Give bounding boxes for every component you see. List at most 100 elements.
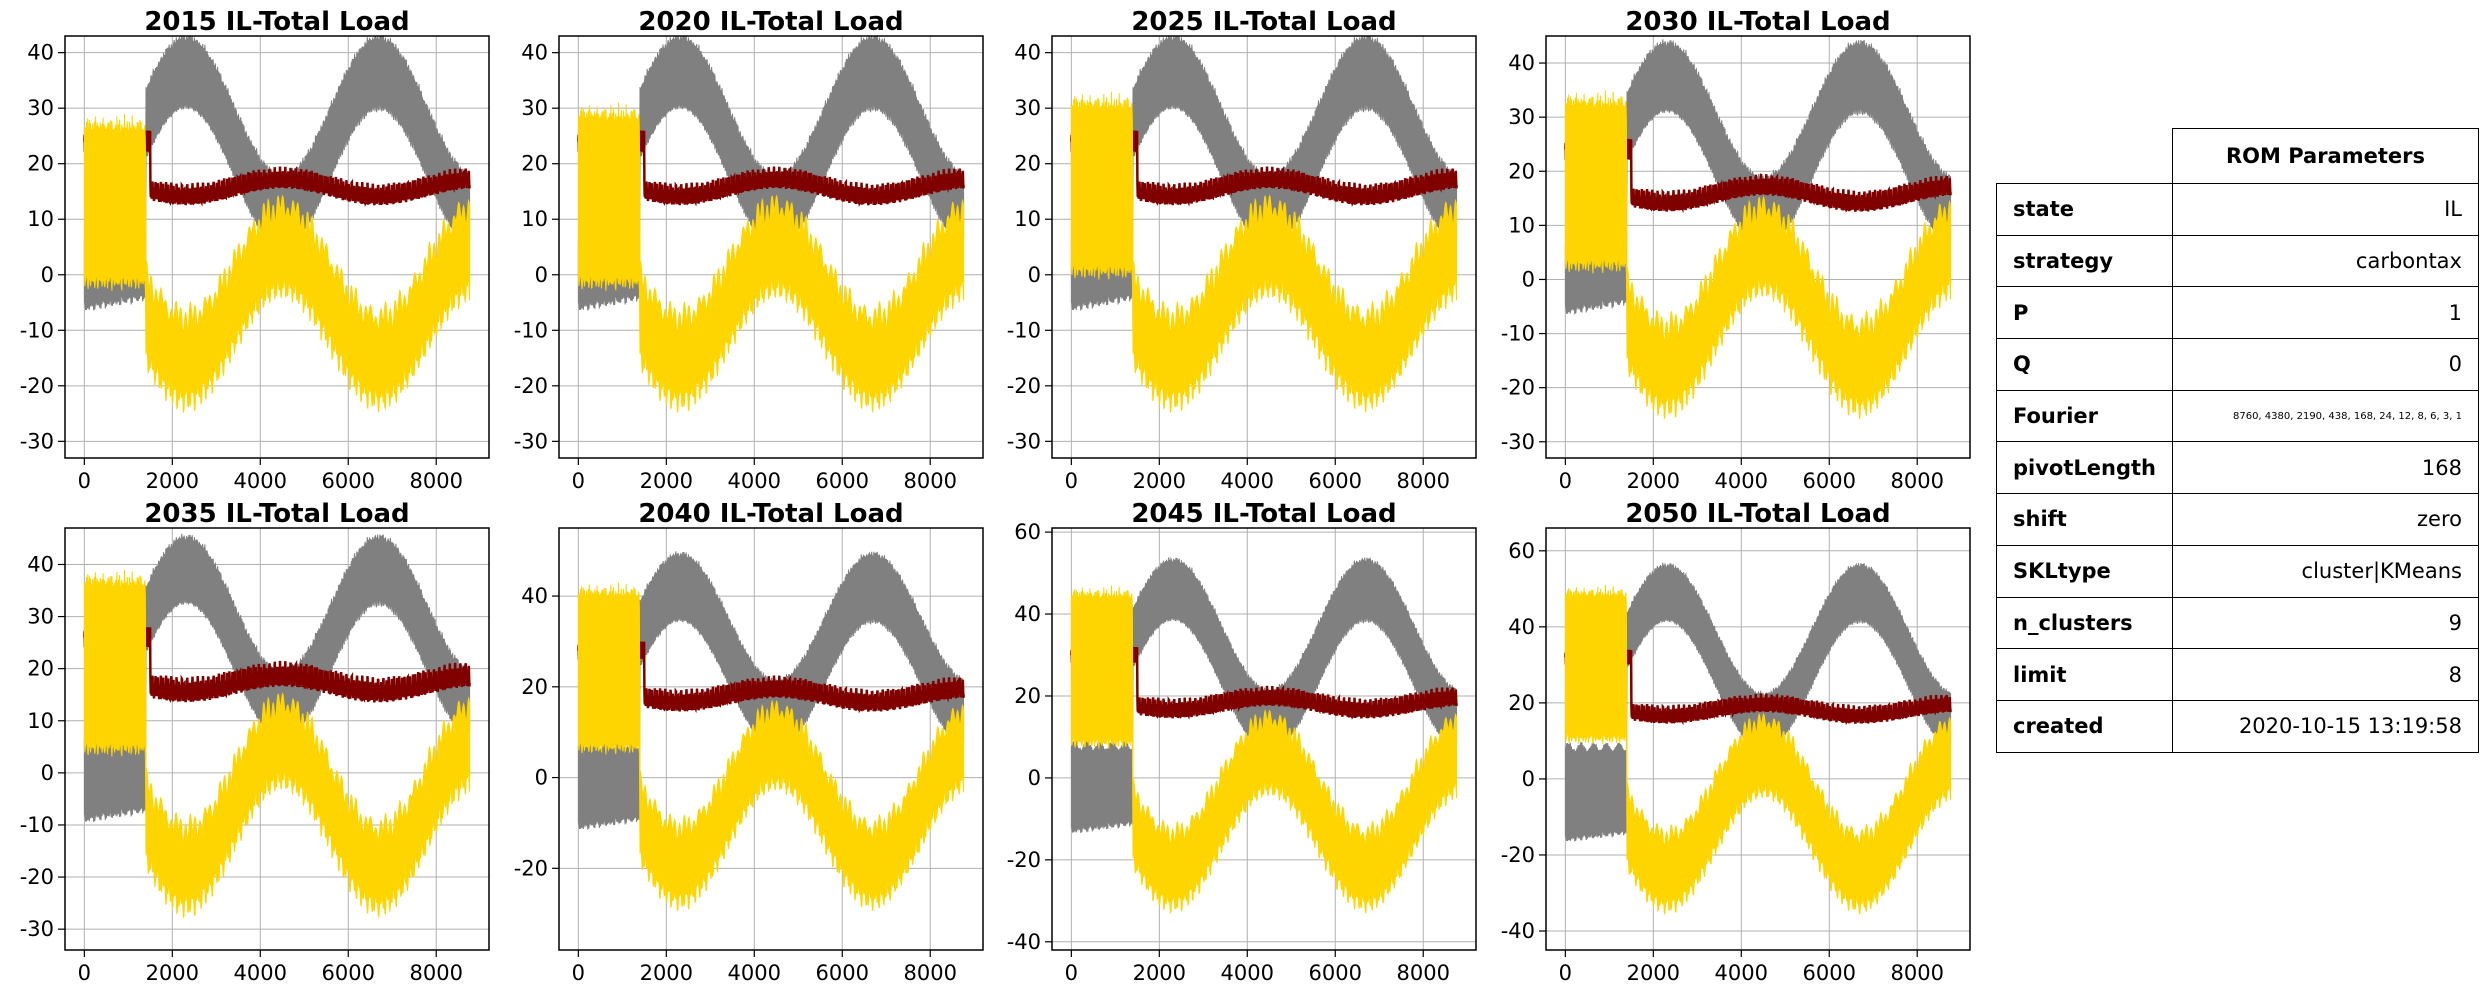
series-gold [577,102,965,413]
x-tick-label: 6000 [816,961,869,985]
param-key: SKLtype [1996,544,2173,598]
y-tick-label: -30 [20,429,54,453]
subplot-8: 0 2000 4000 6000 8000 -40 -20 0 20 40 60 2050 IL-To… [1501,499,1971,985]
y-tick-label: 40 [1014,602,1041,626]
x-tick-label: 8000 [903,961,956,985]
x-tick-label: 8000 [1396,469,1449,493]
y-tick-label: -20 [1007,374,1041,398]
series-gold [1564,90,1952,420]
data-series-group [1564,39,1952,420]
x-tick-label: 2000 [1627,961,1680,985]
y-tick-label: 40 [1508,51,1535,75]
data-series-group [1564,562,1952,915]
x-tick-label: 8000 [1890,469,1943,493]
data-series-group [1070,36,1458,413]
y-tick-label: 60 [1508,539,1535,563]
x-tick-label: 0 [78,469,91,493]
param-value: IL [2171,183,2479,236]
x-tick-label: 4000 [234,469,287,493]
x-tick-label: 6000 [1309,469,1362,493]
table-row: created 2020-10-15 13:19:58 [1996,699,2479,753]
y-tick-label: 0 [1028,766,1041,790]
y-tick-label: -30 [1501,430,1535,454]
x-tick-label: 0 [1559,961,1572,985]
y-tick-label: -20 [514,856,548,880]
subplot-title: 2040 IL-Total Load [638,499,903,529]
x-tick-label: 8000 [1396,961,1449,985]
y-tick-label: 0 [41,761,54,785]
table-row: strategy carbontax [1996,234,2479,288]
y-tick-label: 30 [521,96,548,120]
plot-frame [1545,35,1971,459]
y-tick-label: 10 [521,207,548,231]
x-tick-label: 8000 [409,961,462,985]
series-darkred [1564,138,1952,214]
series-gold [577,582,965,912]
x-tick-label: 4000 [1221,469,1274,493]
param-key: limit [1996,648,2173,701]
data-series-group [83,533,471,918]
y-tick-label: 20 [521,675,548,699]
y-tick-label: -20 [20,374,54,398]
subplot-title: 2030 IL-Total Load [1625,7,1890,37]
table-row: SKLtype cluster|KMeans [1996,544,2479,598]
y-tick-label: 40 [1014,41,1041,65]
y-tick-label: 0 [1028,263,1041,287]
x-tick-label: 2000 [1133,469,1186,493]
series-darkred [577,641,965,714]
y-tick-label: 30 [1508,105,1535,129]
subplot-title: 2050 IL-Total Load [1625,499,1890,529]
subplot-1: 0 2000 4000 6000 8000 -30 -20 -10 0 10 20 30 40 2015 … [20,7,490,493]
subplot-3: 0 2000 4000 6000 8000 -30 -20 -10 0 10 20 30 40 2025 … [1007,7,1477,493]
y-tick-label: -20 [1007,848,1041,872]
series-gold [1070,585,1458,914]
plot-frame [558,35,984,459]
y-tick-label: -10 [514,318,548,342]
subplot-title: 2015 IL-Total Load [144,7,409,37]
y-tick-label: -10 [20,318,54,342]
y-tick-label: -40 [1501,919,1535,943]
param-value: 8 [2171,648,2479,701]
y-tick-label: 20 [27,152,54,176]
param-key: Q [1996,338,2173,391]
rom-parameters-table: ROM Parameters state IL strategy carbontax… [1996,128,2479,753]
x-tick-label: 4000 [234,961,287,985]
y-tick-label: 10 [1014,207,1041,231]
x-tick-label: 0 [1065,961,1078,985]
charts-area: 0 2000 4000 6000 8000-30-20-100102030402015 … [20,7,1971,985]
series-darkred [1564,649,1952,726]
y-tick-label: 40 [27,552,54,576]
x-tick-label: 4000 [728,961,781,985]
x-tick-label: 0 [572,961,585,985]
series-darkred [1070,130,1458,207]
x-tick-label: 6000 [1803,961,1856,985]
y-tick-label: 20 [27,657,54,681]
subplot-title: 2045 IL-Total Load [1131,499,1396,529]
x-tick-label: 4000 [1221,961,1274,985]
param-key: created [1996,699,2173,753]
series-gold [1070,91,1458,413]
x-tick-label: 0 [1559,469,1572,493]
y-tick-label: 30 [1014,96,1041,120]
data-series-group [83,36,471,413]
y-tick-label: 20 [1508,159,1535,183]
x-tick-label: 2000 [1133,961,1186,985]
param-value: carbontax [2171,234,2479,288]
y-tick-label: -30 [20,917,54,941]
param-value: 8760, 4380, 2190, 438, 168, 24, 12, 8, 6… [2171,389,2479,443]
y-tick-label: 20 [1014,152,1041,176]
table-row: shift zero [1996,493,2479,546]
y-tick-label: 40 [1508,615,1535,639]
y-tick-label: 10 [27,709,54,733]
y-tick-label: 10 [27,207,54,231]
plot-frame [1051,527,1477,951]
y-tick-label: 30 [27,605,54,629]
y-tick-label: 10 [1508,213,1535,237]
y-tick-label: 0 [1522,767,1535,791]
subplot-4: 0 2000 4000 6000 8000 -30 -20 -10 0 10 20 30 40 2030 … [1501,7,1971,493]
plot-frame [64,527,490,951]
y-tick-label: -20 [1501,376,1535,400]
y-tick-label: 60 [1014,520,1041,544]
param-key: pivotLength [1996,441,2173,495]
param-value: 168 [2171,441,2479,495]
